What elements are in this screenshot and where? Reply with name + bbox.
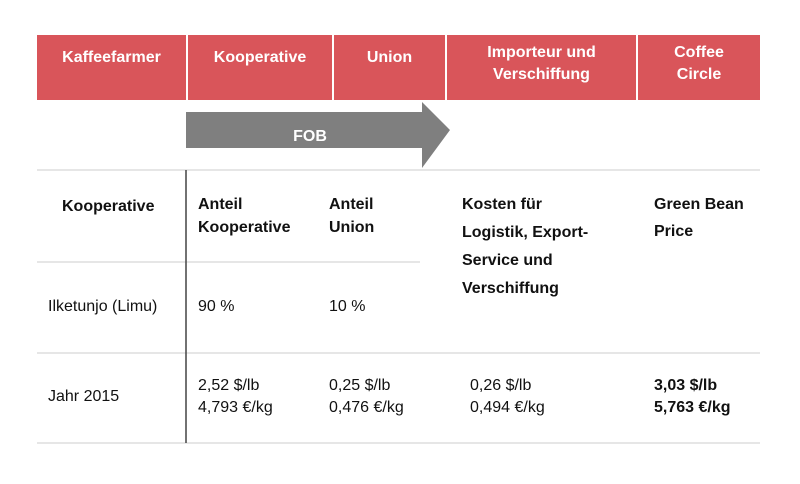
column-header: Kooperative (62, 198, 155, 215)
table-cell: 5,763 €/kg (654, 399, 731, 416)
column-header: Verschiffung (462, 280, 559, 297)
process-label: Union (367, 49, 412, 66)
column-header: Anteil (329, 196, 373, 213)
process-box (447, 35, 636, 100)
process-label: Coffee (674, 44, 724, 61)
table-cell: Ilketunjo (Limu) (48, 298, 157, 315)
process-box (334, 35, 445, 100)
process-label: Verschiffung (493, 66, 590, 83)
table-cell: 2,52 $/lb (198, 377, 259, 394)
process-label: Kaffeefarmer (62, 49, 161, 66)
column-header: Service und (462, 252, 553, 269)
table-cell: 3,03 $/lb (654, 377, 717, 394)
table-cell: 0,25 $/lb (329, 377, 390, 394)
arrow-label: FOB (293, 128, 327, 145)
process-box (188, 35, 332, 100)
process-label: Kooperative (214, 49, 307, 66)
column-header: Union (329, 219, 374, 236)
table-cell: 0,26 $/lb (470, 377, 531, 394)
table-cell: Jahr 2015 (48, 388, 119, 405)
column-header: Logistik, Export- (462, 224, 588, 241)
table-cell: 0,476 €/kg (329, 399, 404, 416)
process-label: Circle (677, 66, 722, 83)
column-header: Anteil (198, 196, 242, 213)
table-cell: 90 % (198, 298, 234, 315)
process-box (638, 35, 760, 100)
table-cell: 0,494 €/kg (470, 399, 545, 416)
column-header: Kooperative (198, 219, 291, 236)
process-label: Importeur und (487, 44, 595, 61)
fob-arrow (186, 102, 450, 168)
column-header: Price (654, 223, 693, 240)
table-cell: 10 % (329, 298, 365, 315)
column-header: Green Bean (654, 196, 744, 213)
table-cell: 4,793 €/kg (198, 399, 273, 416)
process-box (37, 35, 186, 100)
column-header: Kosten für (462, 196, 542, 213)
